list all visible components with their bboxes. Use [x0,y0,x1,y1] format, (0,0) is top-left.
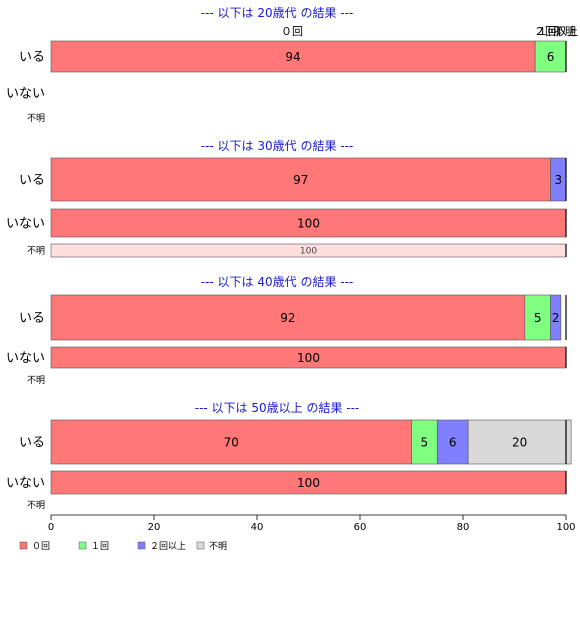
data-label: 5 [534,311,542,325]
data-label: 20 [512,435,527,449]
data-label: 70 [224,435,239,449]
bar-segment [50,157,551,202]
row-label: いる [19,436,45,451]
data-label: 97 [293,173,308,187]
panel-title: --- 以下は 30歳代 の結果 --- [201,139,354,153]
data-label: 92 [280,311,295,325]
row-label: いない [6,217,45,232]
bar-segment [436,419,469,465]
panel-title: --- 以下は 20歳代 の結果 --- [201,6,354,20]
top-segment-label: ２回以上 [534,25,578,38]
legend-swatch [78,541,87,550]
x-tick-label: 20 [148,522,161,533]
legend-swatch [137,541,146,550]
row-label: いる [19,311,45,326]
bar-segment [50,208,567,238]
bar-segment [550,294,562,341]
bar-segment [467,419,572,465]
row-label: 不明 [27,113,45,124]
data-label: 100 [300,247,317,257]
data-label: 5 [421,435,429,449]
data-label: 6 [547,50,555,64]
bar-segment [411,419,438,465]
bar-segment [50,294,526,341]
bar-segment [50,40,536,73]
data-label: 2 [552,311,560,325]
row-label: いない [6,351,45,366]
x-tick-label: 100 [556,522,575,533]
bar-segment [50,419,412,465]
data-label: 3 [554,173,562,187]
data-label: 94 [285,50,300,64]
row-label: 不明 [27,500,45,511]
x-tick-label: 60 [354,522,367,533]
data-label: 100 [297,476,320,490]
legend-label: ０回 [32,541,50,552]
x-tick-label: 80 [457,522,470,533]
data-label: 100 [297,351,320,365]
legend-label: １回 [91,541,109,552]
row-label: 不明 [27,246,45,257]
legend-swatch [196,541,205,550]
x-tick-label: 0 [48,522,54,533]
top-segment-label: ０回 [281,25,303,38]
x-tick-label: 40 [251,522,264,533]
top-segment-label: 不明 [554,25,576,38]
legend-label: 不明 [209,541,227,552]
legend-label: ２回以上 [150,541,186,552]
row-label: いる [19,173,45,188]
panel-title: --- 以下は 50歳以上 の結果 --- [195,401,360,415]
row-label: いない [6,476,45,491]
top-segment-label: １回 [537,25,559,38]
row-label: いない [6,87,45,102]
row-label: いる [19,50,45,65]
data-label: 6 [449,435,457,449]
legend-swatch [19,541,28,550]
row-label: 不明 [27,375,45,386]
data-label: 100 [297,216,320,230]
bar-segment [524,294,551,341]
panel-title: --- 以下は 40歳代 の結果 --- [201,275,354,289]
